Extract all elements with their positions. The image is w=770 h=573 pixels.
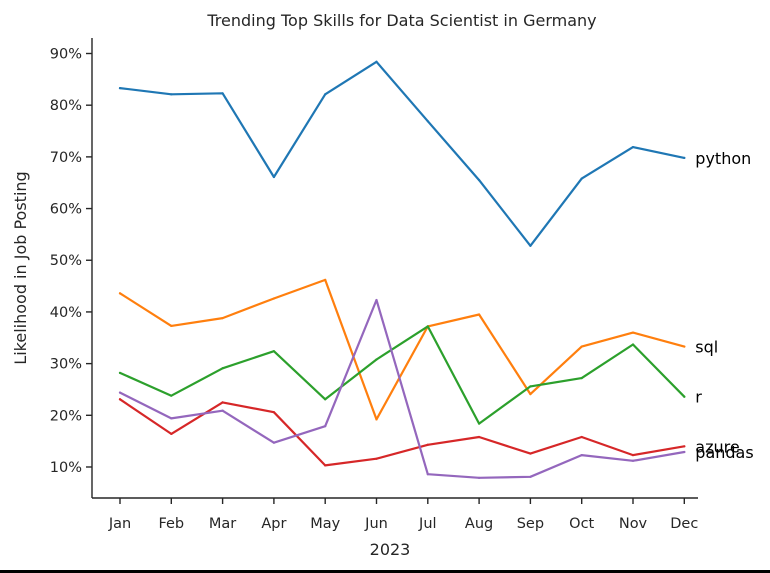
data-point-azure [580, 435, 583, 439]
y-tick-label: 80% [50, 98, 82, 114]
data-point-sql [375, 418, 378, 421]
y-tick-label: 70% [50, 150, 82, 166]
data-point-azure [324, 464, 327, 467]
data-point-r [683, 395, 686, 398]
data-point-pandas [529, 475, 532, 478]
x-axis-ticks: Jan Feb Mar Apr May Jun Jul Aug Sep Oct Nov Dec [108, 498, 698, 532]
data-point-sql [478, 313, 481, 316]
series-label-azure: azure [695, 437, 739, 456]
series-line-r [118, 325, 686, 425]
series-label-pandas: pandas [695, 443, 753, 462]
data-point-python [170, 93, 173, 96]
data-point-python [272, 175, 275, 179]
data-point-pandas [426, 473, 429, 476]
data-point-r [580, 376, 583, 380]
data-point-sql [324, 278, 327, 281]
data-point-python [324, 93, 327, 96]
y-tick-label: 10% [50, 460, 82, 476]
data-point-pandas [478, 476, 481, 479]
series-line-pandas [118, 298, 686, 479]
data-point-python [529, 244, 532, 247]
data-point-pandas [375, 298, 378, 302]
data-point-azure [375, 457, 378, 460]
y-tick-label: 40% [50, 305, 82, 321]
y-tick-label: 30% [50, 357, 82, 373]
data-point-python [683, 156, 686, 160]
data-point-r [170, 394, 173, 397]
data-point-sql [170, 324, 173, 327]
data-point-sql [529, 393, 532, 396]
series-line-python [118, 60, 686, 247]
data-point-sql [118, 292, 122, 295]
data-point-pandas [631, 459, 635, 462]
y-tick-label: 90% [50, 47, 82, 63]
bottom-border [0, 570, 770, 573]
y-tick-label: 20% [50, 408, 82, 424]
chart-title: Trending Top Skills for Data Scientist i… [206, 11, 596, 30]
data-point-python [375, 60, 378, 63]
data-point-r [221, 367, 224, 370]
data-point-sql [221, 317, 224, 320]
y-axis-ticks: 10% 20% 30% 40% 50% 60% 70% 80% 90% [50, 47, 92, 476]
x-tick-label: Sep [517, 516, 544, 532]
data-point-sql [580, 345, 583, 348]
data-point-pandas [170, 417, 173, 420]
data-point-r [631, 343, 635, 346]
data-point-pandas [272, 441, 275, 444]
data-point-r [426, 325, 429, 328]
x-tick-label: Apr [261, 516, 286, 532]
data-point-r [272, 350, 275, 353]
data-point-r [375, 358, 378, 361]
data-point-azure [478, 435, 481, 439]
data-point-python [426, 120, 429, 123]
x-tick-label: Aug [465, 516, 493, 532]
data-point-python [221, 92, 224, 95]
y-tick-label: 60% [50, 202, 82, 218]
data-point-r [478, 422, 481, 425]
series-line-sql [118, 278, 686, 421]
data-point-azure [426, 443, 429, 446]
data-point-sql [683, 345, 686, 348]
data-point-python [580, 177, 583, 180]
x-tick-label: Jul [418, 516, 437, 532]
data-point-azure [631, 454, 635, 457]
data-point-pandas [580, 454, 583, 457]
y-axis-label: Likelihood in Job Posting [11, 171, 30, 364]
data-point-r [118, 371, 122, 375]
data-point-pandas [118, 391, 122, 394]
x-tick-label: Oct [569, 516, 594, 532]
data-point-azure [529, 452, 532, 455]
data-point-azure [170, 432, 173, 436]
x-tick-label: Jan [108, 516, 131, 532]
data-point-azure [221, 401, 224, 404]
data-point-r [529, 385, 532, 388]
x-tick-label: Mar [209, 516, 236, 532]
y-tick-label: 50% [50, 253, 82, 269]
series-label-sql: sql [695, 338, 718, 357]
x-tick-label: May [310, 516, 340, 532]
data-point-python [118, 87, 122, 90]
plot-area [118, 60, 686, 479]
data-point-pandas [324, 425, 327, 428]
x-tick-label: Feb [158, 516, 184, 532]
x-axis-label: 2023 [370, 540, 411, 559]
series-label-python: python [695, 149, 751, 168]
data-point-r [324, 398, 327, 401]
data-point-sql [272, 297, 275, 300]
data-point-azure [272, 411, 275, 414]
data-point-pandas [221, 409, 224, 412]
series-line-azure [118, 398, 686, 467]
data-point-sql [631, 331, 635, 334]
data-point-azure [683, 445, 686, 448]
data-point-python [478, 179, 481, 182]
data-point-azure [118, 398, 122, 401]
x-tick-label: Nov [619, 516, 648, 532]
data-point-pandas [683, 450, 686, 454]
x-tick-label: Dec [670, 516, 698, 532]
x-tick-label: Jun [364, 516, 388, 532]
data-point-python [631, 145, 635, 149]
series-label-r: r [695, 388, 702, 407]
